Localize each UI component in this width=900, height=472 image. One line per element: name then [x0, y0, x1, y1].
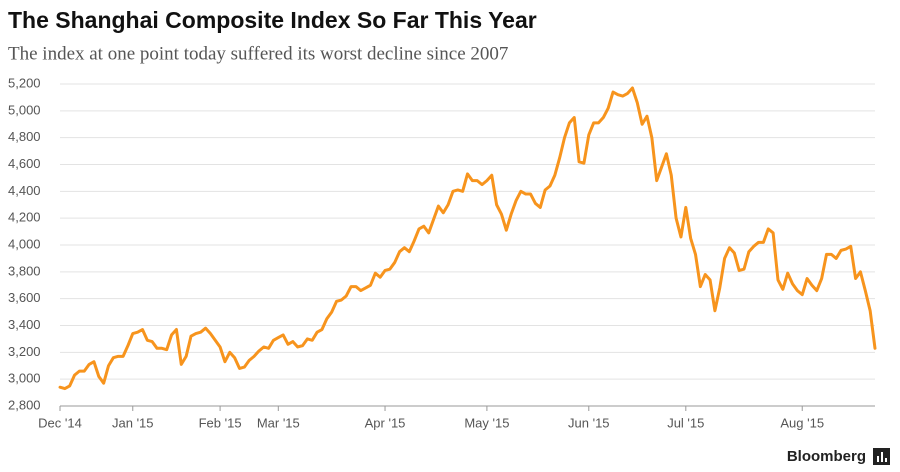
- y-tick-label: 4,400: [8, 183, 41, 198]
- x-tick-label: May '15: [464, 415, 509, 430]
- line: [58, 86, 877, 391]
- y-tick-label: 2,800: [8, 397, 41, 412]
- y-tick-label: 3,800: [8, 263, 41, 278]
- x-tick-label: Apr '15: [365, 415, 406, 430]
- y-tick-label: 3,200: [8, 344, 41, 359]
- x-tick-label: Aug '15: [780, 415, 824, 430]
- y-tick-label: 4,800: [8, 129, 41, 144]
- logo-icon: [873, 448, 890, 465]
- y-tick-label: 3,000: [8, 371, 41, 386]
- y-tick-label: 3,600: [8, 290, 41, 305]
- y-tick-label: 5,200: [8, 75, 41, 90]
- x-tick-label: Dec '14: [38, 415, 82, 430]
- y-tick-label: 4,000: [8, 236, 41, 251]
- x-tick-label: Feb '15: [199, 415, 242, 430]
- x-tick-label: Mar '15: [257, 415, 300, 430]
- x-tick-label: Jul '15: [667, 415, 704, 430]
- y-tick-label: 3,400: [8, 317, 41, 332]
- chart-title: The Shanghai Composite Index So Far This…: [8, 7, 537, 33]
- chart-subtitle: The index at one point today suffered it…: [8, 43, 508, 64]
- source: Bloomberg: [787, 448, 866, 465]
- x-tick-label: Jun '15: [568, 415, 610, 430]
- x-tick-label: Jan '15: [112, 415, 154, 430]
- y-tick-label: 4,600: [8, 156, 41, 171]
- y-tick-label: 4,200: [8, 210, 41, 225]
- y-tick-label: 5,000: [8, 102, 41, 117]
